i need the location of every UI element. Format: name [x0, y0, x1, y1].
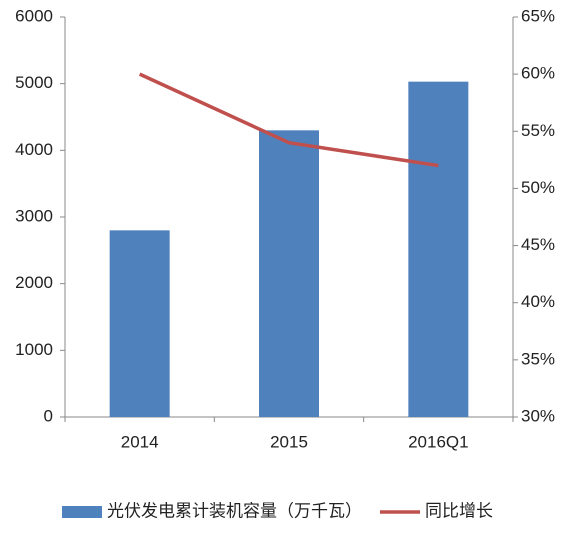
- line: [138, 72, 439, 168]
- legend-swatch: [62, 506, 102, 518]
- bar: [408, 81, 469, 418]
- x-tick-label: 2016Q1: [408, 432, 469, 451]
- x-tick-label: 2014: [121, 432, 159, 451]
- bar: [109, 230, 170, 417]
- y-tick-label: 6000: [15, 6, 53, 25]
- y2-tick-label: 55%: [521, 121, 555, 140]
- y2-tick-label: 35%: [521, 349, 555, 368]
- y2-tick-label: 30%: [521, 406, 555, 425]
- y-tick-label: 1000: [15, 340, 53, 359]
- y2-tick-label: 60%: [521, 64, 555, 83]
- y2-tick-label: 45%: [521, 235, 555, 254]
- y-tick-label: 3000: [15, 206, 53, 225]
- y-tick-label: 2000: [15, 273, 53, 292]
- bar: [259, 130, 319, 418]
- legend-label: 光伏发电累计装机容量（万千瓦）: [107, 501, 362, 520]
- legend-label: 同比增长: [425, 501, 493, 520]
- y-tick-label: 0: [44, 406, 53, 425]
- x-tick-label: 2015: [270, 432, 308, 451]
- y2-tick-label: 40%: [521, 292, 555, 311]
- y-tick-label: 4000: [15, 140, 53, 159]
- y-tick-label: 5000: [15, 73, 53, 92]
- y2-tick-label: 65%: [521, 6, 555, 25]
- y2-tick-label: 50%: [521, 178, 555, 197]
